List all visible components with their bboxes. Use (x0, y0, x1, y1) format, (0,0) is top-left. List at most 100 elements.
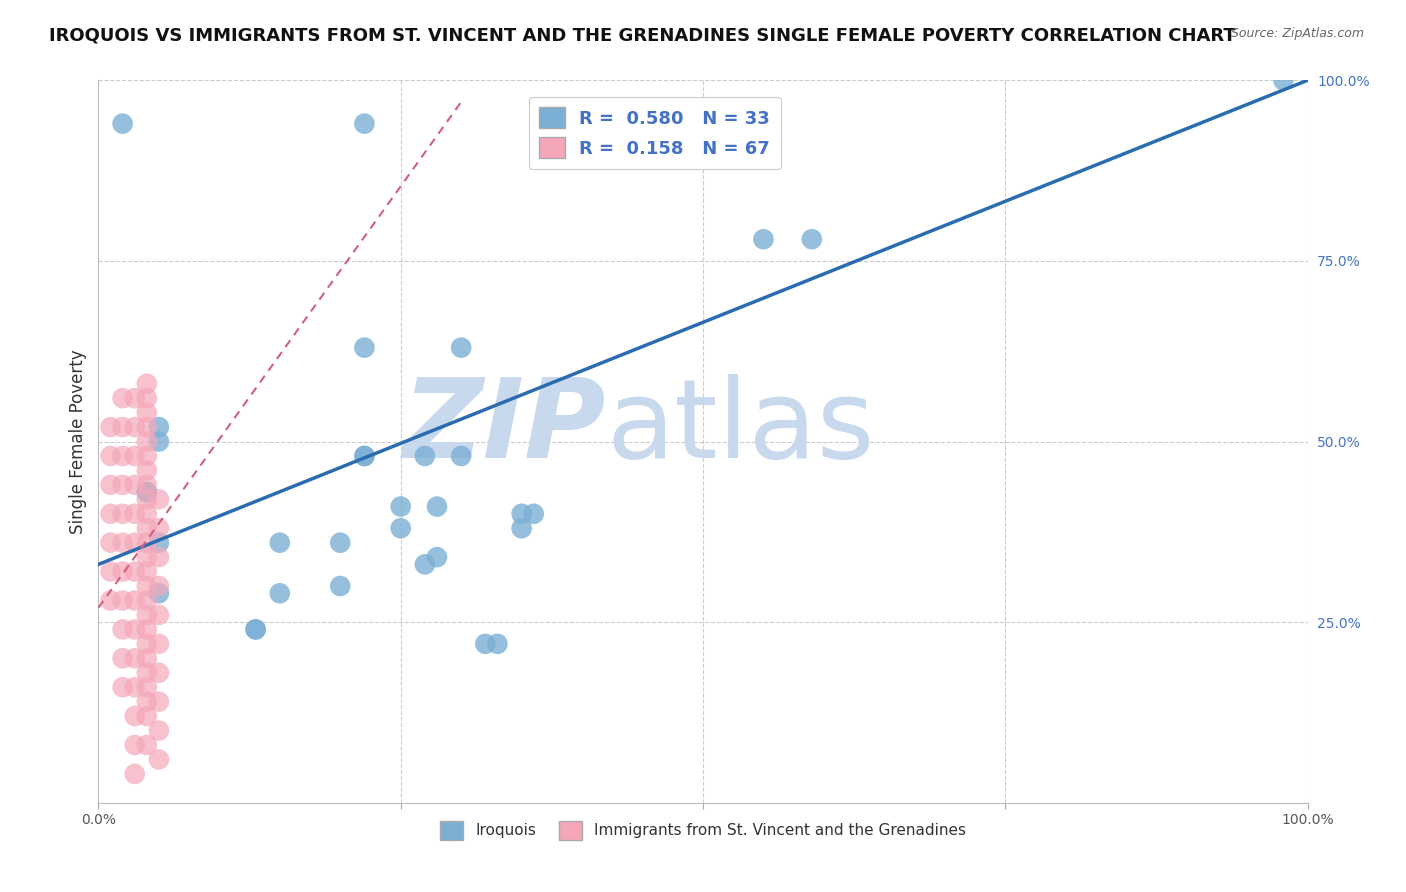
Point (100, 565, 122, 579)
Point (124, 478, 146, 492)
Point (111, 593, 134, 607)
Point (389, 521, 412, 535)
Point (124, 709, 146, 723)
Point (124, 420, 146, 434)
Point (269, 535, 291, 549)
Point (124, 449, 146, 463)
Point (111, 391, 134, 405)
Point (124, 623, 146, 637)
Point (111, 449, 134, 463)
Point (100, 535, 122, 549)
Point (450, 449, 472, 463)
Point (353, 117, 375, 131)
Point (413, 449, 436, 463)
Point (135, 565, 157, 579)
Point (426, 500, 449, 514)
Point (124, 680, 146, 694)
Point (135, 593, 157, 607)
Point (426, 550, 449, 565)
Point (474, 637, 496, 651)
Point (523, 507, 546, 521)
Point (148, 420, 170, 434)
Point (329, 535, 352, 549)
Text: atlas: atlas (606, 374, 875, 481)
Point (100, 593, 122, 607)
Point (135, 492, 157, 507)
Point (135, 607, 157, 622)
Point (450, 341, 472, 355)
Point (800, 232, 823, 246)
Point (135, 709, 157, 723)
Point (135, 680, 157, 694)
Point (111, 478, 134, 492)
Point (100, 449, 122, 463)
Point (353, 449, 375, 463)
Point (148, 752, 170, 766)
Point (148, 586, 170, 600)
Text: IROQUOIS VS IMMIGRANTS FROM ST. VINCENT AND THE GRENADINES SINGLE FEMALE POVERTY: IROQUOIS VS IMMIGRANTS FROM ST. VINCENT … (49, 27, 1236, 45)
Point (486, 637, 509, 651)
Point (510, 521, 533, 535)
Point (148, 723, 170, 738)
Point (100, 507, 122, 521)
Point (245, 623, 267, 637)
Point (135, 637, 157, 651)
Legend: Iroquois, Immigrants from St. Vincent and the Grenadines: Iroquois, Immigrants from St. Vincent an… (434, 815, 972, 846)
Point (148, 521, 170, 535)
Text: Source: ZipAtlas.com: Source: ZipAtlas.com (1230, 27, 1364, 40)
Point (148, 550, 170, 565)
Point (100, 420, 122, 434)
Y-axis label: Single Female Poverty: Single Female Poverty (69, 350, 87, 533)
Point (135, 391, 157, 405)
Point (124, 593, 146, 607)
Point (148, 434, 170, 449)
Point (124, 535, 146, 549)
Point (135, 521, 157, 535)
Point (135, 579, 157, 593)
Point (510, 507, 533, 521)
Point (135, 376, 157, 391)
Point (135, 550, 157, 565)
Point (389, 500, 412, 514)
Point (135, 485, 157, 500)
Point (124, 507, 146, 521)
Point (135, 420, 157, 434)
Point (111, 420, 134, 434)
Point (135, 485, 157, 500)
Point (111, 623, 134, 637)
Point (413, 558, 436, 572)
Point (148, 665, 170, 680)
Point (124, 738, 146, 752)
Point (111, 680, 134, 694)
Point (135, 695, 157, 709)
Text: ZIP: ZIP (402, 374, 606, 481)
Point (124, 651, 146, 665)
Point (353, 341, 375, 355)
Point (752, 232, 775, 246)
Point (124, 565, 146, 579)
Point (111, 117, 134, 131)
Point (353, 449, 375, 463)
Point (148, 637, 170, 651)
Point (135, 651, 157, 665)
Point (148, 579, 170, 593)
Point (148, 695, 170, 709)
Point (135, 449, 157, 463)
Point (135, 623, 157, 637)
Point (135, 665, 157, 680)
Point (135, 434, 157, 449)
Point (148, 607, 170, 622)
Point (148, 492, 170, 507)
Point (111, 507, 134, 521)
Point (135, 738, 157, 752)
Point (111, 651, 134, 665)
Point (135, 463, 157, 477)
Point (124, 391, 146, 405)
Point (100, 478, 122, 492)
Point (135, 478, 157, 492)
Point (269, 586, 291, 600)
Point (135, 406, 157, 420)
Point (245, 623, 267, 637)
Point (1272, 73, 1295, 87)
Point (135, 507, 157, 521)
